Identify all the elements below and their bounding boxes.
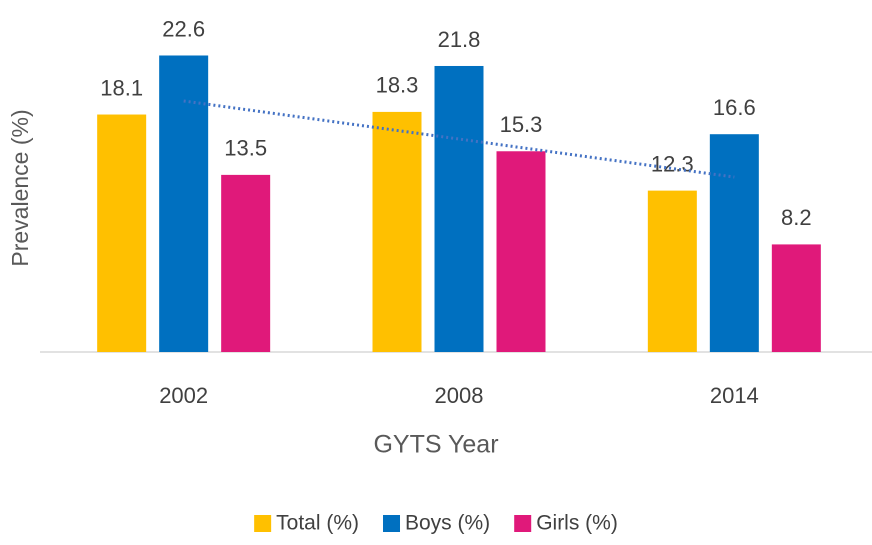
legend-swatch: [383, 515, 401, 532]
legend-label: Girls (%): [536, 512, 618, 535]
legend-swatch: [254, 515, 272, 532]
bar: [372, 111, 422, 353]
value-label: 18.1: [100, 75, 143, 100]
value-label: 16.6: [713, 95, 756, 120]
y-axis-title: Prevalence (%): [7, 109, 33, 266]
value-label: 15.3: [500, 112, 543, 137]
value-label: 8.2: [781, 205, 812, 230]
bar: [771, 244, 821, 352]
bar: [496, 151, 546, 352]
value-label: 12.3: [651, 151, 694, 176]
x-axis-title: GYTS Year: [373, 431, 498, 459]
value-label: 21.8: [438, 27, 481, 52]
value-label: 18.3: [376, 73, 419, 98]
bar: [159, 55, 209, 352]
bar: [221, 174, 271, 352]
bar: [647, 190, 697, 352]
x-tick-label: 2002: [159, 383, 208, 408]
value-label: 22.6: [162, 16, 205, 41]
value-label: 13.5: [224, 136, 267, 161]
legend-swatch: [514, 515, 532, 532]
bar: [709, 134, 759, 352]
bar: [434, 65, 484, 352]
x-tick-label: 2008: [435, 383, 484, 408]
legend-label: Boys (%): [405, 512, 490, 535]
bar: [97, 114, 147, 352]
legend-label: Total (%): [276, 512, 359, 535]
x-tick-label: 2014: [710, 383, 759, 408]
